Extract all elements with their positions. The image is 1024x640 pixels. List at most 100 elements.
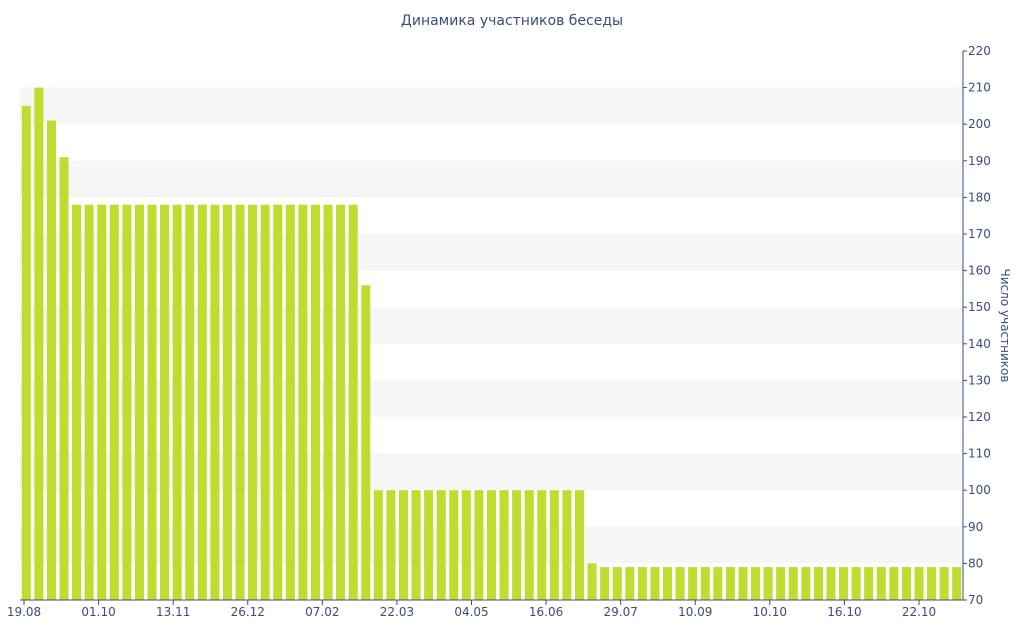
bar[interactable] [486, 490, 497, 600]
bar[interactable] [914, 567, 924, 600]
bar[interactable] [549, 490, 559, 600]
bar[interactable] [34, 87, 44, 601]
bar[interactable] [134, 204, 144, 600]
bar[interactable] [373, 490, 383, 600]
bar[interactable] [864, 567, 874, 600]
grid-band [20, 87, 963, 125]
x-tick-label: 22.03 [380, 605, 414, 619]
bar[interactable] [361, 285, 371, 600]
bar[interactable] [826, 567, 836, 600]
bar[interactable] [939, 567, 949, 600]
x-tick-label: 19.08 [7, 605, 41, 619]
bar[interactable] [298, 204, 308, 600]
bar[interactable] [700, 567, 710, 600]
bar[interactable] [725, 567, 735, 600]
bar[interactable] [235, 204, 245, 600]
bar[interactable] [424, 490, 434, 600]
y-tick-label: 110 [968, 447, 991, 461]
y-tick-label: 220 [968, 44, 991, 58]
y-axis: 70 80 90 100 110 120 130 140 150 160 170 180 190 200 2… [962, 44, 991, 607]
bar[interactable] [851, 567, 861, 600]
bar[interactable] [323, 204, 333, 600]
bar[interactable] [197, 204, 207, 600]
bar[interactable] [21, 105, 31, 601]
bar[interactable] [738, 567, 748, 600]
bar[interactable] [474, 490, 484, 600]
bar[interactable] [663, 567, 673, 600]
bar[interactable] [839, 567, 849, 600]
y-tick-label: 200 [968, 117, 991, 131]
bar[interactable] [813, 567, 823, 600]
bar[interactable] [927, 567, 937, 600]
bar[interactable] [273, 204, 283, 600]
bar[interactable] [398, 490, 409, 600]
bar[interactable] [574, 490, 585, 600]
bar[interactable] [587, 563, 597, 600]
bar[interactable] [386, 490, 396, 600]
x-tick-label: 29.07 [603, 605, 637, 619]
bar[interactable] [449, 490, 459, 600]
bar[interactable] [260, 204, 270, 600]
bar[interactable] [901, 567, 911, 600]
bar[interactable] [952, 567, 962, 600]
bar[interactable] [336, 204, 346, 600]
bar[interactable] [650, 567, 660, 600]
x-tick-label: 26.12 [231, 605, 265, 619]
bar[interactable] [675, 567, 685, 600]
bar[interactable] [751, 567, 761, 600]
bar[interactable] [97, 204, 107, 600]
bar[interactable] [776, 567, 786, 600]
bar[interactable] [713, 567, 723, 600]
y-tick-label: 160 [968, 264, 991, 278]
y-tick-label: 140 [968, 337, 991, 351]
y-tick-label: 130 [968, 373, 991, 387]
bar[interactable] [499, 490, 509, 600]
bar[interactable] [512, 490, 522, 600]
y-axis-title: Число участников [998, 269, 1012, 383]
y-tick-label: 80 [968, 556, 983, 570]
bar[interactable] [461, 490, 471, 600]
bar[interactable] [84, 204, 94, 600]
bar[interactable] [876, 567, 886, 600]
bar[interactable] [524, 490, 534, 600]
x-tick-label: 10.10 [753, 605, 787, 619]
bar[interactable] [46, 120, 56, 600]
bar[interactable] [160, 204, 170, 600]
bar[interactable] [801, 567, 811, 600]
bar[interactable] [788, 567, 798, 600]
y-tick-label: 180 [968, 190, 991, 204]
bar[interactable] [147, 204, 157, 600]
bar[interactable] [248, 204, 258, 600]
bar[interactable] [59, 157, 69, 600]
bar[interactable] [637, 567, 647, 600]
bar[interactable] [763, 567, 773, 600]
x-axis: 19.08 01.10 13.11 26.12 07.02 22.03 04.05 16.06… [7, 599, 963, 619]
bar[interactable] [411, 490, 421, 600]
x-tick-label: 16.10 [827, 605, 861, 619]
bar[interactable] [310, 204, 320, 600]
bar-series [21, 87, 962, 601]
bar[interactable] [562, 490, 572, 600]
x-tick-label: 16.06 [529, 605, 563, 619]
bar[interactable] [122, 204, 132, 600]
bar[interactable] [625, 567, 635, 600]
bar[interactable] [600, 567, 610, 600]
y-tick-label: 120 [968, 410, 991, 424]
y-tick-label: 210 [968, 81, 991, 95]
bar[interactable] [185, 204, 195, 600]
bar[interactable] [172, 204, 182, 600]
bar[interactable] [348, 204, 358, 600]
bar[interactable] [688, 567, 698, 600]
bar[interactable] [222, 204, 232, 600]
y-tick-label: 170 [968, 227, 991, 241]
bar[interactable] [109, 204, 119, 600]
y-tick-label: 90 [968, 520, 983, 534]
bar[interactable] [210, 204, 220, 600]
bar[interactable] [285, 204, 295, 600]
bar[interactable] [436, 490, 446, 600]
bar[interactable] [72, 204, 82, 600]
bar[interactable] [537, 490, 547, 600]
bar[interactable] [612, 567, 622, 600]
bar[interactable] [889, 567, 899, 600]
